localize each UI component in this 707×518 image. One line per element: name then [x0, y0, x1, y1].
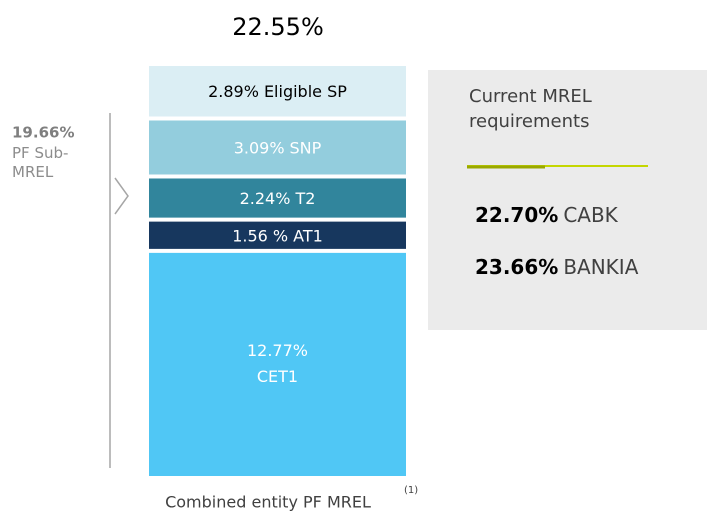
- requirement-value: 23.66%: [475, 255, 558, 279]
- segment-name: CET1: [257, 367, 298, 386]
- bar-segment: [149, 252, 406, 476]
- bar-segment: [149, 178, 406, 218]
- bar-segment: [149, 66, 406, 117]
- requirement-value: 22.70%: [475, 203, 558, 227]
- footnote: (1): [404, 485, 418, 496]
- segment-value-label: 2.89%: [208, 82, 259, 101]
- segment-value-label: 1.56 %: [232, 226, 288, 245]
- requirement-name: BANKIA: [563, 255, 638, 279]
- segment-name: T2: [294, 189, 315, 208]
- bar-segment: [149, 120, 406, 175]
- segment-label: 3.09% SNP: [234, 138, 322, 157]
- segment-label: 2.89% Eligible SP: [208, 82, 347, 101]
- bracket-chevron: [114, 177, 129, 215]
- requirements-box: [428, 70, 707, 330]
- total-label: 22.55%: [232, 13, 324, 41]
- requirement: 22.70% CABK: [475, 203, 619, 227]
- sub-mrel-text: PF Sub-MREL: [12, 144, 69, 181]
- segment-label: 1.56 % AT1: [232, 226, 323, 245]
- segment-name: Eligible SP: [264, 82, 347, 101]
- segment-value-label: 2.24%: [240, 189, 291, 208]
- segment-value-label: 3.09%: [234, 138, 285, 157]
- requirement-name: CABK: [563, 203, 618, 227]
- requirements-title: Current MREL requirements: [469, 86, 592, 132]
- requirement: 23.66% BANKIA: [475, 255, 639, 279]
- segment-name: SNP: [290, 138, 322, 157]
- segment-name: AT1: [293, 226, 323, 245]
- bar-segment: [149, 221, 406, 249]
- segment-value-label: 12.77%: [247, 341, 308, 360]
- segment-label: 2.24% T2: [240, 189, 316, 208]
- sub-mrel-value: 19.66%: [12, 124, 74, 142]
- x-axis-label: Combined entity PF MREL: [165, 493, 371, 512]
